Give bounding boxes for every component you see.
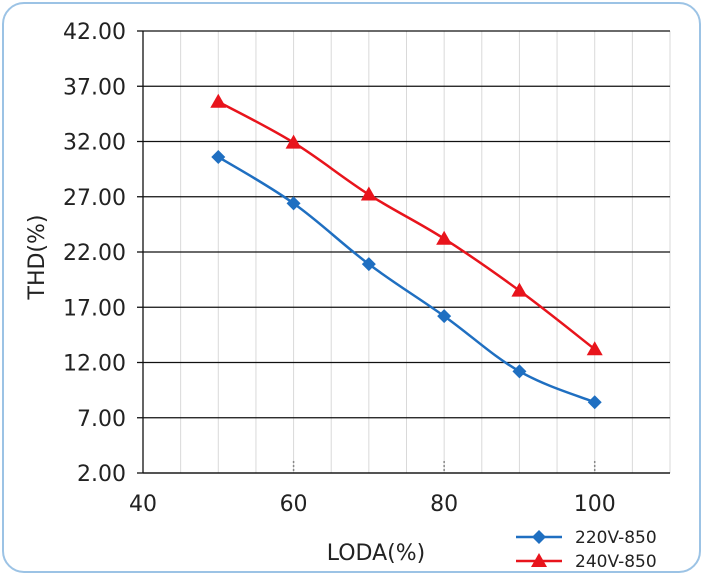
axes <box>137 30 670 474</box>
data-point <box>437 309 452 324</box>
series-240v-850 <box>210 93 603 356</box>
legend-marker <box>532 530 546 544</box>
y-tick-label: 42.00 <box>63 20 126 45</box>
y-tick-label: 17.00 <box>63 296 126 321</box>
tick-labels: 2.00 7.00 12.00 17.00 22.00 27.00 32.00 37.00 42… <box>63 20 616 517</box>
y-tick-label: 2.00 <box>77 462 126 487</box>
data-point <box>587 395 602 410</box>
x-tick-label: 80 <box>430 492 458 517</box>
y-tick-label: 27.00 <box>63 186 126 211</box>
y-tick-label: 32.00 <box>63 131 126 156</box>
series-220v-850 <box>211 149 602 410</box>
grid <box>143 30 671 474</box>
data-point <box>436 230 453 245</box>
series-line <box>217 155 596 404</box>
data-point <box>211 149 226 164</box>
x-tick-label: 100 <box>574 492 616 517</box>
series-layer <box>210 93 603 410</box>
legend-label: 220V-850 <box>575 528 657 548</box>
y-tick-label: 7.00 <box>77 407 126 432</box>
data-point <box>511 282 528 297</box>
legend-label: 240V-850 <box>575 552 657 572</box>
y-tick-label: 22.00 <box>63 241 126 266</box>
x-axis-title: LODA(%) <box>327 541 425 566</box>
data-point <box>285 134 302 149</box>
data-point <box>586 341 603 356</box>
legend-marker <box>531 553 547 567</box>
series-line <box>217 100 596 351</box>
data-point <box>512 364 527 379</box>
data-point <box>286 196 301 211</box>
legend: 220V-850 240V-850 <box>516 528 657 572</box>
x-tick-label: 40 <box>129 492 157 517</box>
x-tick-label: 60 <box>280 492 308 517</box>
y-tick-label: 37.00 <box>63 75 126 100</box>
data-point <box>360 186 377 201</box>
data-point <box>361 257 376 272</box>
y-tick-label: 12.00 <box>63 352 126 377</box>
y-axis-title: THD(%) <box>25 215 50 301</box>
data-point <box>210 93 227 108</box>
